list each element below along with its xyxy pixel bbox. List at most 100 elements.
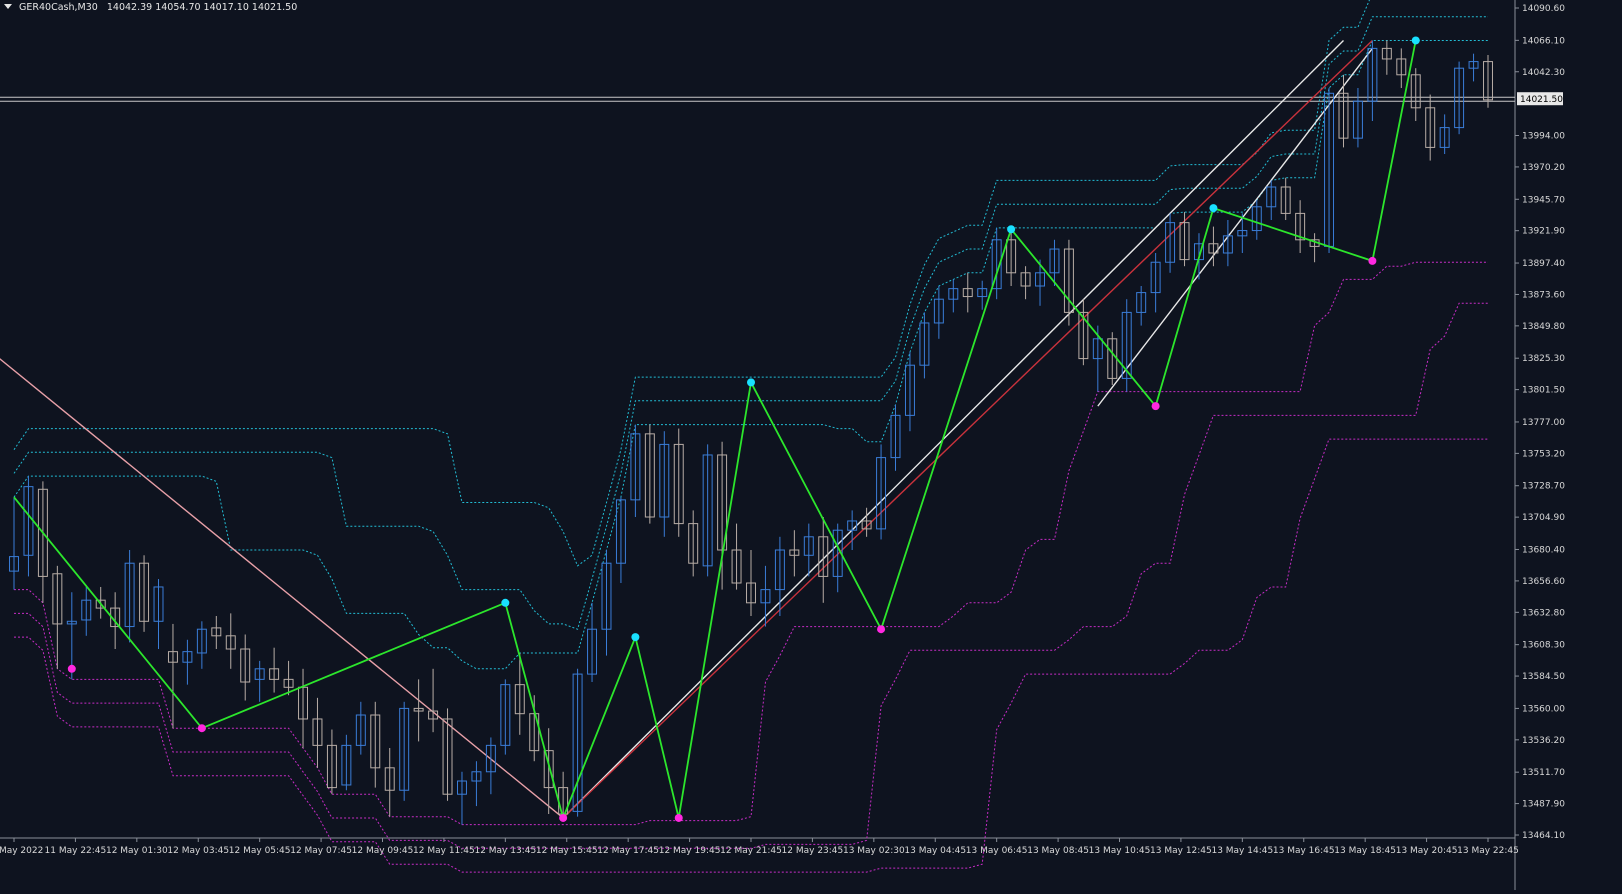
candle-body xyxy=(1338,92,1349,139)
candle-body xyxy=(1295,212,1306,241)
x-tick-label: 13 May 10:45 xyxy=(1089,846,1151,856)
candle-body xyxy=(66,620,77,625)
y-tick-label: 13464.10 xyxy=(1522,831,1565,841)
x-tick-label: 13 May 12:45 xyxy=(1150,846,1212,856)
candle-body xyxy=(659,443,670,518)
candle-body xyxy=(1049,248,1060,274)
candle-body xyxy=(471,771,482,782)
swing-high-marker xyxy=(501,598,510,607)
candle-body xyxy=(1150,261,1161,294)
candle-body xyxy=(717,454,728,551)
candle-body xyxy=(760,589,771,604)
lower-channel-line xyxy=(14,261,1488,826)
candle-body xyxy=(1396,58,1407,76)
candle-body xyxy=(514,684,525,715)
y-tick-label: 13801.50 xyxy=(1522,386,1565,396)
price-label-box xyxy=(1517,92,1563,106)
candle-body xyxy=(1483,61,1493,101)
collapse-triangle-icon[interactable] xyxy=(4,4,12,9)
swing-low-marker xyxy=(1151,402,1160,411)
x-tick-label: 12 May 03:45 xyxy=(167,846,229,856)
y-tick-label: 13753.20 xyxy=(1522,449,1565,459)
current-price-label: 14021.50 xyxy=(1520,95,1563,105)
ohlc-readout: 14042.39 14054.70 14017.10 14021.50 xyxy=(106,2,298,13)
y-tick-label: 13897.40 xyxy=(1522,259,1565,269)
candle-body xyxy=(876,457,887,530)
y-tick-label: 13945.70 xyxy=(1522,195,1565,205)
x-tick-label: 13 May 04:45 xyxy=(904,846,966,856)
candle-body xyxy=(1381,47,1392,60)
y-tick-label: 13994.00 xyxy=(1522,132,1565,142)
candle-body xyxy=(789,549,800,556)
candle-body xyxy=(225,635,236,650)
swing-low-marker xyxy=(559,813,568,822)
y-tick-label: 13560.00 xyxy=(1522,704,1565,714)
candle-body xyxy=(861,520,872,530)
candle-body xyxy=(355,714,366,746)
candle-body xyxy=(399,707,410,791)
symbol-label: GER40Cash,M30 xyxy=(19,2,98,13)
y-tick-label: 13921.90 xyxy=(1522,227,1565,237)
white-trendline-2 xyxy=(1097,47,1373,407)
y-tick-label: 13511.70 xyxy=(1522,768,1565,778)
swing-high-marker xyxy=(631,633,640,642)
candle-body xyxy=(37,488,48,577)
candle-body xyxy=(124,562,135,628)
x-tick-label: 12 May 15:45 xyxy=(536,846,598,856)
candle-body xyxy=(977,288,988,298)
x-tick-label: 12 May 17:45 xyxy=(597,846,659,856)
candle-body xyxy=(326,744,337,789)
candle-body xyxy=(95,599,106,609)
candle-body xyxy=(1439,127,1450,148)
y-tick-label: 13728.70 xyxy=(1522,482,1565,492)
candle-body xyxy=(312,718,323,746)
candle-body xyxy=(731,549,742,584)
candle-body xyxy=(803,536,814,556)
candle-body xyxy=(442,718,453,795)
x-tick-label: 11 May 22:45 xyxy=(45,846,107,856)
candle-body xyxy=(167,651,178,663)
y-tick-label: 13825.30 xyxy=(1522,354,1565,364)
candle-body xyxy=(81,599,92,621)
candle-body xyxy=(644,433,655,518)
y-tick-label: 13608.30 xyxy=(1522,641,1565,651)
x-tick-label: 12 May 21:45 xyxy=(720,846,782,856)
candle-body xyxy=(1063,248,1074,313)
candle-body xyxy=(1468,61,1479,69)
candle-body xyxy=(774,549,785,591)
candle-body xyxy=(1367,47,1378,102)
candle-body xyxy=(543,750,554,789)
red-trendline xyxy=(562,39,1373,819)
candle-body xyxy=(341,744,352,786)
candle-body xyxy=(153,586,164,622)
y-tick-label: 13680.40 xyxy=(1522,545,1565,555)
candle-body xyxy=(1352,100,1363,139)
candle-body xyxy=(933,298,944,324)
candle-body xyxy=(196,628,207,654)
swing-high-marker xyxy=(1411,36,1420,45)
zigzag-line xyxy=(13,40,1417,821)
candle-body xyxy=(269,668,280,680)
lower-channel-line xyxy=(14,302,1488,849)
x-tick-label: 12 May 19:45 xyxy=(659,846,721,856)
candle-body xyxy=(1266,186,1277,208)
candle-body xyxy=(254,668,265,680)
candle-body xyxy=(182,651,193,663)
y-tick-label: 13970.20 xyxy=(1522,163,1565,173)
x-tick-label: 12 May 07:45 xyxy=(290,846,352,856)
x-tick-label: 12 May 05:45 xyxy=(229,846,291,856)
x-tick-label: 13 May 06:45 xyxy=(966,846,1028,856)
candle-body xyxy=(1454,67,1465,129)
x-tick-label: 13 May 14:45 xyxy=(1211,846,1273,856)
candle-body xyxy=(52,573,63,625)
candle-body xyxy=(615,499,626,564)
y-tick-label: 14090.60 xyxy=(1522,4,1565,14)
candle-body xyxy=(688,523,699,564)
swing-low-marker xyxy=(877,625,886,634)
x-tick-label: 13 May 02:30 xyxy=(843,846,905,856)
candle-body xyxy=(1121,311,1132,379)
candle-body xyxy=(139,562,150,622)
x-tick-label: 13 May 18:45 xyxy=(1334,846,1396,856)
